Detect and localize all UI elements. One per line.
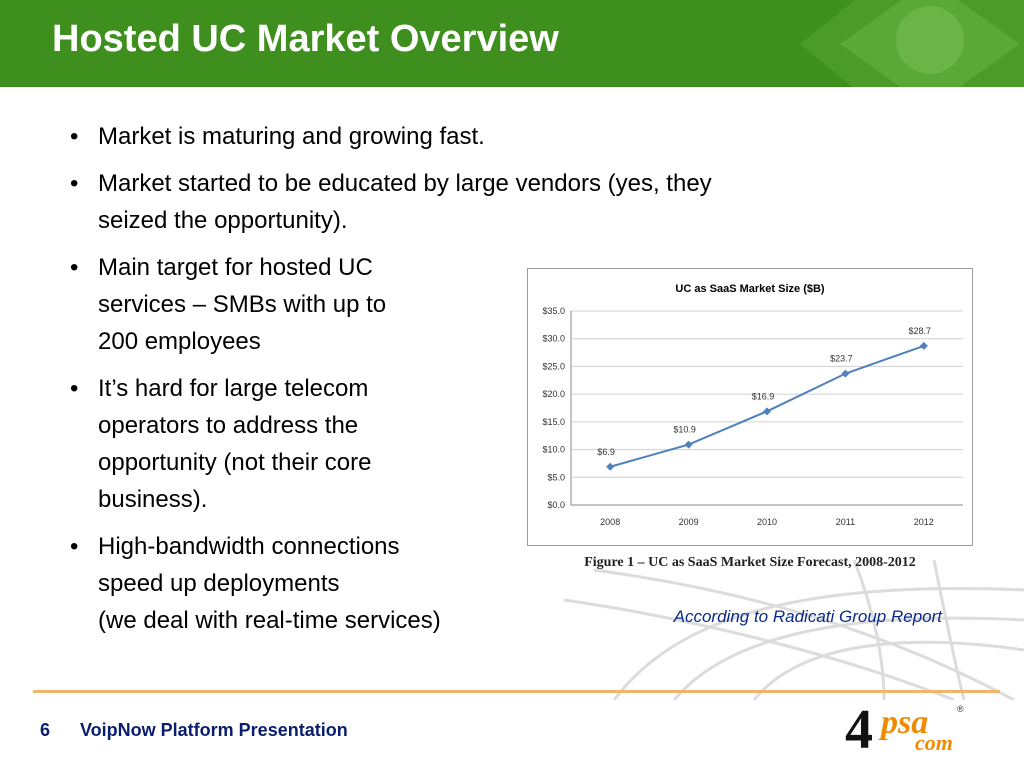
bullet-line: High-bandwidth connections [98, 533, 400, 560]
data-point [684, 440, 693, 449]
bullet-item: • Main target for hosted UC services – S… [70, 249, 850, 360]
footer-title: VoipNow Platform Presentation [80, 720, 348, 740]
bullet-line: It’s hard for large telecom [98, 375, 369, 402]
bullet-line: (we deal with real-time services) [98, 607, 441, 634]
slide-title: Hosted UC Market Overview [52, 18, 559, 60]
x-tick-label: 2012 [914, 517, 934, 527]
logo-com: com [915, 730, 953, 755]
x-tick-label: 2008 [600, 517, 620, 527]
bullet-line: business). [98, 486, 208, 513]
data-label: $23.7 [830, 354, 853, 364]
bullet-line: Main target for hosted UC [98, 254, 373, 281]
chart-frame [527, 268, 973, 546]
data-label: $6.9 [597, 447, 615, 457]
bullet-item: • Market is maturing and growing fast. [70, 118, 850, 155]
bullet-item: • It’s hard for large telecom operators … [70, 370, 850, 518]
bullet-line: Market started to be educated by large v… [98, 170, 712, 197]
logo-psa: psa [881, 704, 929, 741]
bullet-line: speed up deployments [98, 570, 340, 597]
x-tick-label: 2009 [679, 517, 699, 527]
bullet-line: opportunity (not their core [98, 449, 372, 476]
title-bar: Hosted UC Market Overview [0, 0, 1024, 87]
bullet-dot: • [70, 123, 79, 150]
x-tick-label: 2010 [757, 517, 777, 527]
x-tick-label: 2011 [836, 517, 855, 527]
bullet-dot: • [70, 170, 79, 197]
y-tick-label: $15.0 [542, 417, 565, 427]
data-point [763, 407, 771, 416]
data-point [841, 369, 850, 378]
page-number: 6 [40, 720, 51, 740]
source-note: According to Radicati Group Report [673, 607, 942, 626]
data-point [919, 341, 928, 350]
figure-caption: Figure 1 – UC as SaaS Market Size Foreca… [584, 555, 916, 570]
y-tick-label: $35.0 [542, 306, 565, 316]
bullet-line: 200 employees [98, 328, 261, 355]
registered-mark: ® [957, 704, 964, 714]
chart-title: UC as SaaS Market Size ($B) [675, 283, 825, 295]
footer-rule [33, 690, 1000, 693]
bullet-dot: • [70, 533, 79, 560]
bullet-dot: • [70, 254, 79, 281]
bullet-line: services – SMBs with up to [98, 291, 387, 318]
data-point [606, 462, 615, 471]
y-tick-label: $25.0 [542, 361, 565, 371]
logo-four: 4 [845, 699, 873, 761]
bullet-line: Market is maturing and growing fast. [98, 123, 485, 150]
y-tick-label: $10.0 [542, 445, 565, 455]
market-size-chart: UC as SaaS Market Size ($B) $0.0 $5.0 $10.… [527, 268, 973, 546]
bullet-list: • Market is maturing and growing fast. •… [70, 118, 850, 639]
bullet-line: operators to address the [98, 412, 359, 439]
header-decoration [800, 0, 1024, 87]
bullet-item: • Market started to be educated by large… [70, 165, 850, 239]
bullet-item: • High-bandwidth connections speed up de… [70, 528, 850, 639]
background-wireframe [563, 560, 1024, 700]
y-tick-label: $0.0 [547, 500, 565, 510]
company-logo: 4 psa com ® [845, 700, 980, 760]
y-tick-label: $20.0 [542, 389, 565, 399]
data-label: $28.7 [909, 326, 932, 336]
data-label: $16.9 [752, 391, 775, 401]
bullet-line: seized the opportunity). [98, 207, 348, 234]
data-label: $10.9 [673, 425, 696, 435]
bullet-dot: • [70, 375, 79, 402]
y-tick-label: $5.0 [547, 472, 565, 482]
y-tick-label: $30.0 [542, 334, 565, 344]
